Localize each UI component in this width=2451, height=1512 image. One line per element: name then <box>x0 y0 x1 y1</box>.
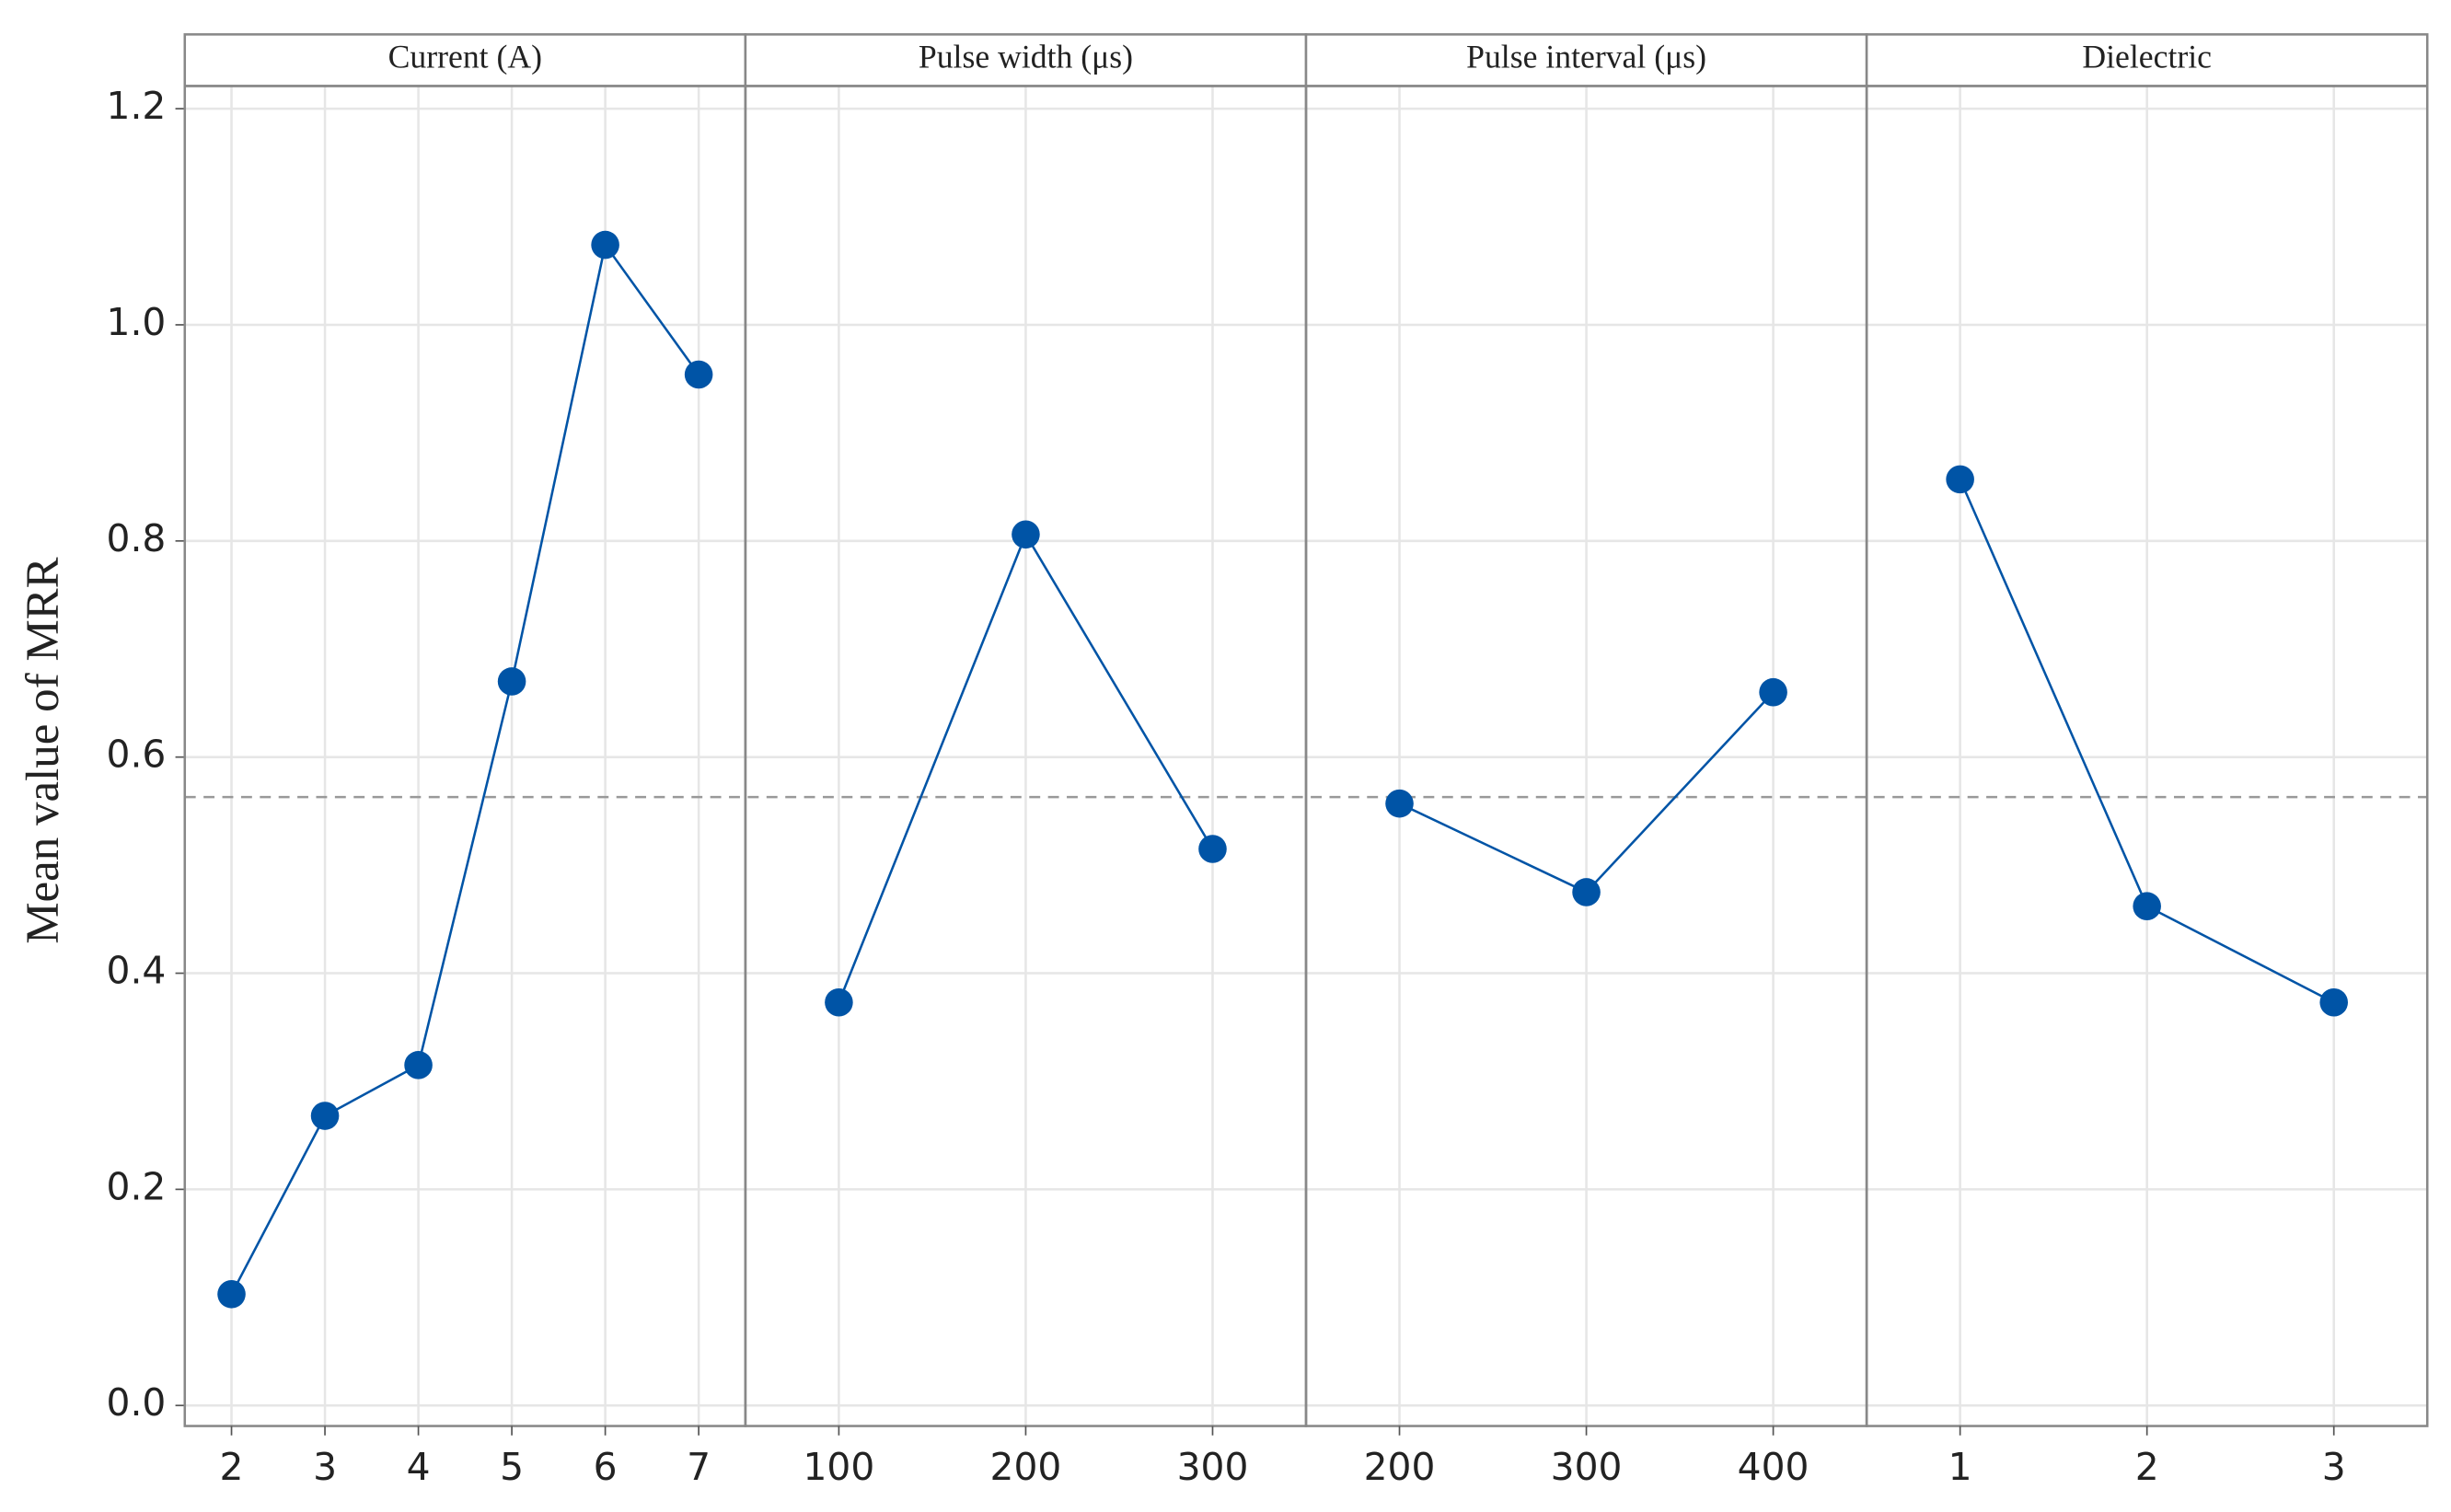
point <box>217 1279 246 1309</box>
point <box>591 230 619 260</box>
y-tick-label: 0.4 <box>107 949 167 993</box>
x-tick-label: 300 <box>1177 1445 1249 1489</box>
point <box>1198 835 1227 863</box>
x-tick-label: 400 <box>1738 1445 1809 1489</box>
x-tick-label: 1 <box>1948 1445 1972 1489</box>
x-tick-label: 3 <box>2322 1445 2346 1489</box>
panel-title: Pulse interval (μs) <box>1466 39 1706 75</box>
x-tick-label: 2 <box>220 1445 244 1489</box>
y-tick-label: 1.2 <box>107 84 167 128</box>
panel-title: Pulse width (μs) <box>919 39 1133 75</box>
panel-title: Dielectric <box>2082 39 2212 75</box>
x-tick-label: 4 <box>407 1445 431 1489</box>
point <box>497 667 526 696</box>
y-tick-label: 0.2 <box>107 1164 167 1208</box>
point <box>404 1051 433 1079</box>
x-tick-label: 300 <box>1551 1445 1623 1489</box>
y-axis-label: Mean value of MRR <box>17 557 69 943</box>
point <box>1012 520 1040 549</box>
point <box>825 987 853 1017</box>
point <box>2319 987 2349 1017</box>
line <box>230 241 700 1295</box>
point <box>684 360 713 389</box>
x-tick-label: 100 <box>803 1445 874 1489</box>
y-tick-label: 0.0 <box>107 1380 167 1425</box>
x-tick-label: 200 <box>990 1445 1062 1489</box>
y-tick-label: 0.8 <box>107 516 167 560</box>
y-tick-label: 0.6 <box>107 733 167 777</box>
x-tick-label: 6 <box>594 1445 618 1489</box>
point <box>2133 892 2161 921</box>
point <box>1946 465 1974 494</box>
x-tick-label: 200 <box>1364 1445 1436 1489</box>
x-tick-label: 5 <box>500 1445 524 1489</box>
x-tick-label: 2 <box>2135 1445 2159 1489</box>
point <box>1385 789 1414 818</box>
panel-header <box>1865 33 2429 87</box>
y-tick-label: 1.0 <box>107 300 167 344</box>
point <box>1759 677 1787 707</box>
point <box>310 1102 340 1130</box>
x-tick-label: 3 <box>313 1445 337 1489</box>
x-tick-label: 7 <box>687 1445 711 1489</box>
panel-header <box>744 33 1308 87</box>
point <box>1572 878 1601 906</box>
panel-title: Current (A) <box>388 39 542 75</box>
